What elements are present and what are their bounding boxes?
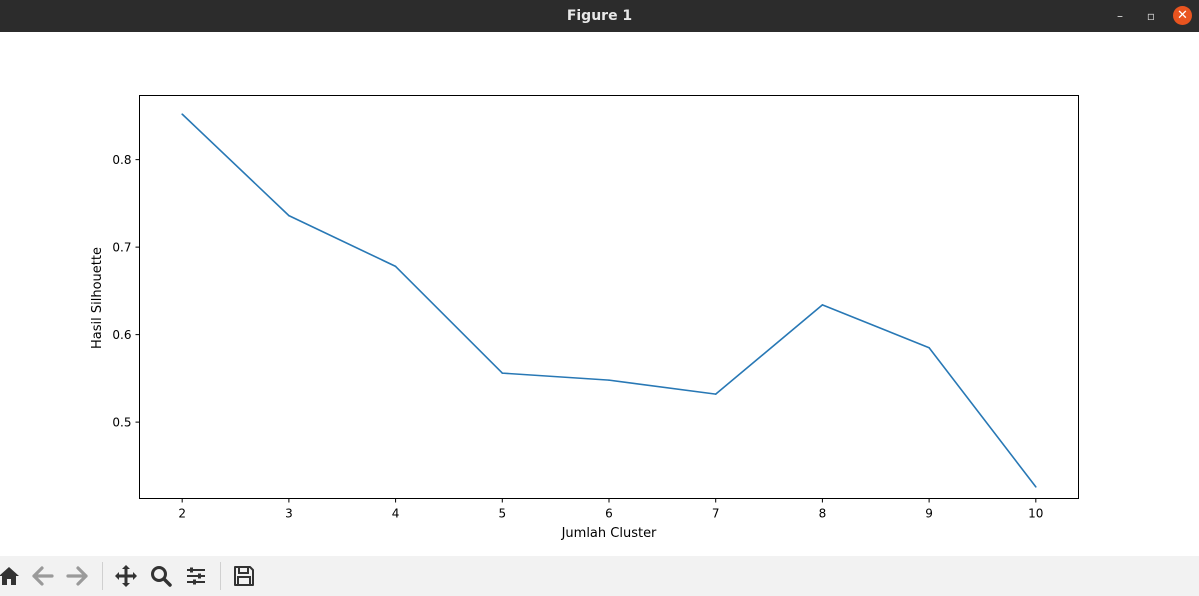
- toolbar-separator: [220, 562, 221, 590]
- x-tick-label: 7: [712, 507, 720, 521]
- y-tick-label: 0.8: [112, 153, 131, 167]
- line-chart: 2 3 4 5 6 7 8 9 10 0.5 0.6 0.7 0.8 Jumlah Cluster Ha…: [90, 95, 1079, 541]
- data-point: [288, 214, 290, 217]
- home-icon[interactable]: [0, 564, 21, 588]
- save-icon[interactable]: [232, 564, 256, 588]
- y-tick-label: 0.5: [112, 416, 131, 430]
- zoom-icon[interactable]: [149, 564, 173, 588]
- x-tick-label: 3: [285, 507, 293, 521]
- y-axis-label: Hasil Silhouette: [90, 247, 105, 349]
- forward-arrow-icon[interactable]: [65, 564, 89, 588]
- y-tick-label: 0.6: [112, 328, 131, 342]
- minimize-button[interactable]: –: [1117, 9, 1123, 23]
- x-tick-label: 10: [1028, 507, 1043, 521]
- toolbar-separator: [102, 562, 103, 590]
- x-tick-label: 4: [392, 507, 400, 521]
- data-point: [1035, 486, 1037, 488]
- series-layer: [181, 113, 1037, 488]
- window-titlebar: Figure 1 – ▫ ✕: [0, 0, 1199, 32]
- series-line: [181, 113, 1037, 488]
- pan-icon[interactable]: [114, 564, 138, 588]
- data-point: [608, 379, 610, 381]
- window-title: Figure 1: [566, 8, 633, 24]
- x-tick-label: 5: [498, 507, 506, 521]
- x-tick-label: 9: [925, 507, 933, 521]
- configure-subplots-icon[interactable]: [184, 564, 208, 588]
- data-point: [394, 265, 397, 268]
- plot-area-frame: [139, 95, 1079, 499]
- navigation-toolbar: [0, 556, 1199, 596]
- ticks-layer: 2 3 4 5 6 7 8 9 10 0.5 0.6 0.7 0.8: [112, 153, 1043, 520]
- data-point: [501, 372, 504, 374]
- data-point: [714, 393, 717, 395]
- close-button[interactable]: ✕: [1173, 6, 1192, 25]
- x-tick-label: 8: [819, 507, 827, 521]
- x-tick-label: 6: [605, 507, 613, 521]
- data-point: [181, 113, 183, 115]
- x-axis-label: Jumlah Cluster: [561, 526, 657, 541]
- maximize-button[interactable]: ▫: [1146, 9, 1156, 23]
- back-arrow-icon[interactable]: [31, 564, 55, 588]
- y-tick-label: 0.7: [112, 241, 131, 255]
- figure-canvas: 2 3 4 5 6 7 8 9 10 0.5 0.6 0.7 0.8 Jumlah Cluster Ha…: [0, 32, 1199, 556]
- x-tick-label: 2: [178, 507, 186, 521]
- data-point: [928, 346, 930, 349]
- data-point: [821, 304, 824, 306]
